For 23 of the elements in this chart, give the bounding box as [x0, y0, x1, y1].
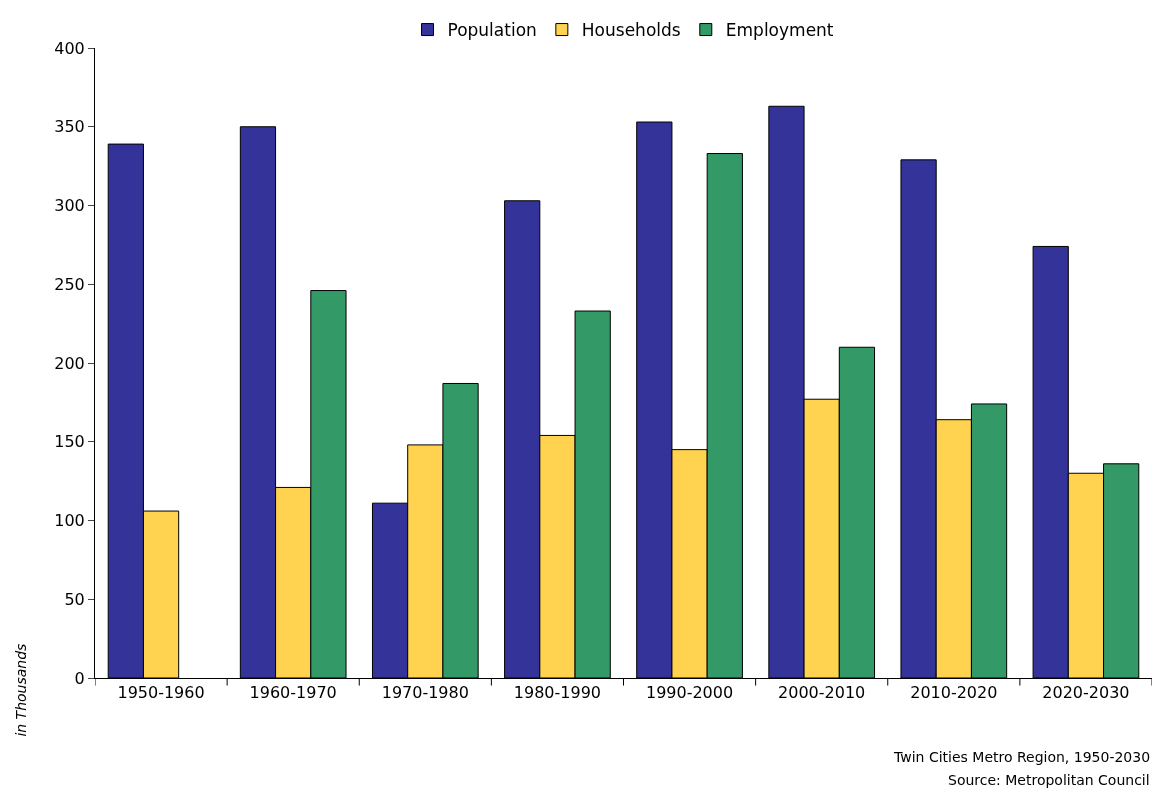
x-tick-label: 2010-2020: [910, 683, 998, 703]
y-axis-title: in Thousands: [13, 643, 30, 737]
legend-label: Employment: [725, 20, 834, 41]
y-tick-label: 250: [54, 274, 85, 294]
x-tick-label: 2000-2010: [778, 683, 866, 703]
x-tick-label: 2020-2030: [1042, 683, 1130, 703]
legend-label: Population: [447, 20, 537, 41]
y-tick-label: 50: [64, 589, 85, 609]
x-tick-label: 1980-1990: [513, 683, 602, 703]
y-tick-label: 200: [54, 353, 85, 373]
y-tick-label: 0: [74, 668, 85, 688]
y-tick-label: 400: [54, 38, 85, 58]
x-tick-label: 1960-1970: [249, 683, 337, 703]
text: Twin Cities Metro Region, 1950-2030: [893, 749, 1151, 765]
x-tick-label: 1990-2000: [645, 683, 734, 703]
y-tick-label: 300: [54, 196, 85, 216]
y-tick-label: 150: [54, 432, 85, 452]
legend-label: Households: [581, 20, 681, 41]
source-note: Source: Metropolitan Council: [948, 772, 1150, 788]
y-tick-label: 350: [54, 117, 85, 137]
y-tick-label: 100: [54, 511, 85, 531]
x-tick-label: 1970-1980: [381, 683, 469, 703]
x-tick-label: 1950-1960: [117, 683, 205, 703]
